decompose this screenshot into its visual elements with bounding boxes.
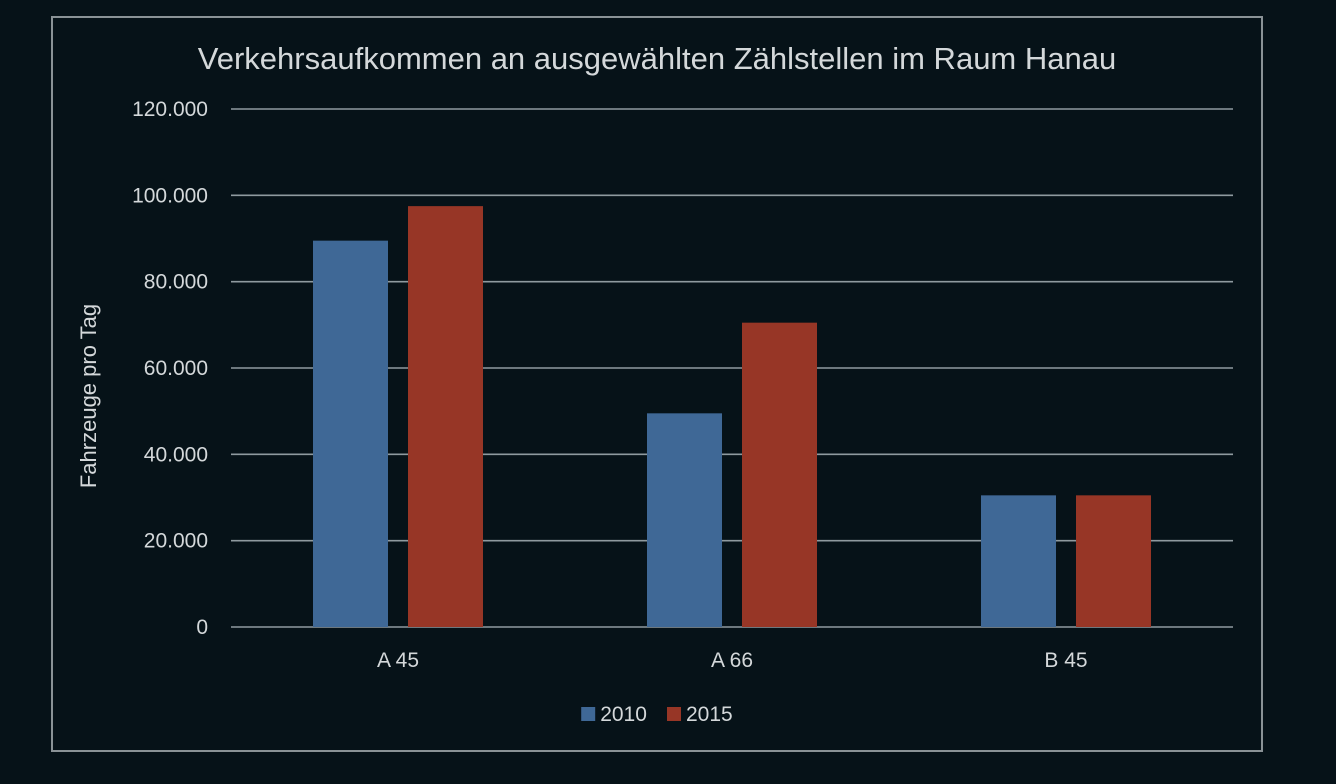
chart-frame <box>51 16 1263 752</box>
y-axis-label: Fahrzeuge pro Tag <box>76 304 101 488</box>
y-tick-label: 100.000 <box>132 184 208 207</box>
x-tick-label: A 45 <box>377 649 419 672</box>
legend-swatch-2010 <box>581 707 596 721</box>
bar-2015 <box>742 322 817 627</box>
legend-label-2010: 2010 <box>600 703 647 726</box>
y-tick-label: 0 <box>196 616 208 639</box>
bar-2015 <box>408 206 483 627</box>
bars <box>313 206 1151 628</box>
y-tick-label: 40.000 <box>144 443 208 466</box>
legend-swatch-2015 <box>667 707 681 721</box>
bar-2010 <box>981 495 1056 627</box>
y-tick-label: 80.000 <box>144 271 208 294</box>
bar-2010 <box>313 240 388 628</box>
bar-2010 <box>647 413 722 627</box>
gridlines <box>231 108 1233 628</box>
x-tick-label: A 66 <box>711 649 753 672</box>
chart-title: Verkehrsaufkommen an ausgewählten Zählst… <box>198 41 1116 76</box>
legend: 2010 2015 <box>581 703 733 726</box>
x-tick-labels: A 45 A 66 B 45 <box>377 649 1088 672</box>
y-tick-labels: 0 20.000 40.000 60.000 80.000 100.000 120.000 <box>132 98 208 639</box>
x-tick-label: B 45 <box>1044 649 1087 672</box>
legend-label-2015: 2015 <box>686 703 733 726</box>
y-tick-label: 60.000 <box>144 357 208 380</box>
bar-2015 <box>1076 495 1151 627</box>
y-tick-label: 20.000 <box>144 530 208 553</box>
y-tick-label: 120.000 <box>132 98 208 121</box>
